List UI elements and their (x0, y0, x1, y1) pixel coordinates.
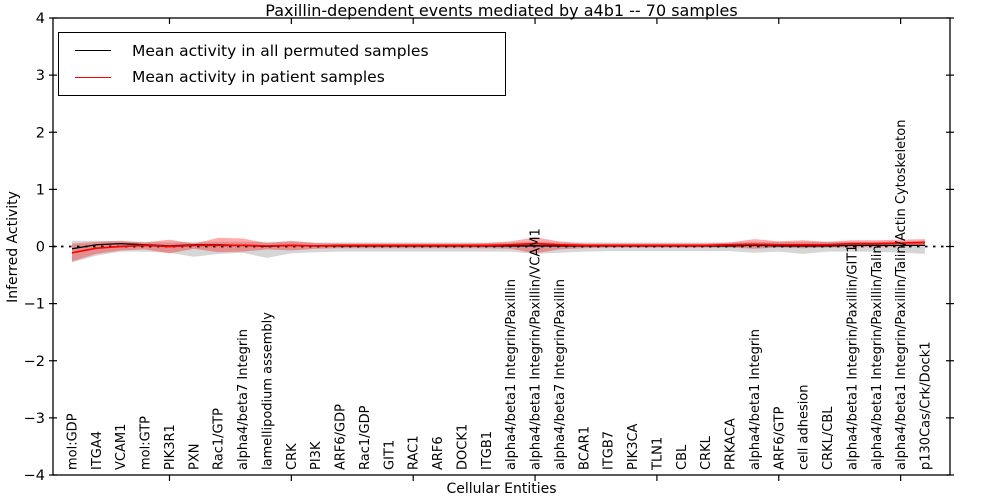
band-patient-samples-range (72, 237, 925, 262)
category-label: lamellipodium assembly (260, 312, 275, 470)
category-label: CRK (285, 443, 300, 470)
legend-line-patient-icon (75, 76, 111, 78)
category-label: alpha4/beta1 Integrin/Paxillin/VCAM1 (529, 228, 544, 470)
legend-line-permuted-icon (75, 50, 111, 52)
category-label: CRKL/CBL (821, 406, 836, 470)
category-label: VCAM1 (114, 424, 129, 470)
category-label: alpha4/beta1 Integrin (748, 329, 763, 470)
category-label: ARF6/GTP (772, 406, 787, 470)
legend-item-patient: Mean activity in patient samples (59, 68, 505, 86)
category-label: RAC1 (407, 435, 422, 470)
category-label: ARF6 (431, 436, 446, 470)
category-label: ITGB7 (602, 431, 617, 470)
category-label: ITGB1 (480, 431, 495, 470)
category-label: CRKL (699, 435, 714, 470)
y-tick-label: −4 (24, 468, 45, 484)
category-label: CBL (675, 444, 690, 470)
category-label: alpha4/beta7 Integrin/Paxillin (553, 279, 568, 470)
y-tick-label: −3 (24, 411, 45, 427)
x-axis-label: Cellular Entities (446, 481, 557, 497)
legend-item-permuted: Mean activity in all permuted samples (59, 42, 505, 60)
y-tick-label: 4 (36, 11, 45, 27)
category-label: PXN (187, 444, 202, 470)
y-tick-label: 0 (36, 240, 45, 256)
category-label: alpha4/beta1 Integrin/Paxillin/GIT1 (845, 244, 860, 470)
category-label: TLN1 (650, 437, 665, 471)
category-label: PIK3R1 (163, 424, 178, 470)
category-label: Rac1/GDP (358, 405, 373, 470)
category-label: mol:GDP (66, 413, 81, 470)
category-label: ITGA4 (90, 431, 105, 470)
legend-label-permuted: Mean activity in all permuted samples (132, 41, 429, 60)
y-tick-label: 2 (36, 125, 45, 141)
category-label: ARF6/GDP (334, 404, 349, 470)
category-label: DOCK1 (455, 424, 470, 470)
category-label: mol:GTP (139, 416, 154, 470)
category-label: PIK3CA (626, 423, 641, 470)
y-tick-label: −1 (24, 297, 45, 313)
legend: Mean activity in all permuted samples Me… (58, 32, 506, 96)
category-label: BCAR1 (577, 426, 592, 470)
category-label: Rac1/GTP (212, 408, 227, 470)
category-label: PRKACA (724, 418, 739, 470)
category-label: alpha4/beta1 Integrin/Paxillin (504, 279, 519, 470)
category-label: cell adhesion (797, 384, 812, 470)
category-label: PI3K (309, 441, 324, 470)
category-label: alpha4/beta1 Integrin/Paxillin/Talin/Act… (894, 120, 909, 470)
chart-title: Paxillin-dependent events mediated by a4… (265, 1, 738, 20)
category-label: GIT1 (382, 440, 397, 470)
y-tick-label: −2 (24, 354, 45, 370)
category-label: alpha4/beta7 Integrin (236, 329, 251, 470)
series-line-patient (71, 241, 926, 254)
legend-label-patient: Mean activity in patient samples (132, 68, 385, 87)
y-tick-label: 3 (36, 68, 45, 84)
category-label: p130Cas/Crk/Dock1 (919, 341, 934, 470)
category-label: alpha4/beta1 Integrin/Paxillin/Talin (870, 245, 885, 470)
y-tick-label: 1 (36, 182, 45, 198)
